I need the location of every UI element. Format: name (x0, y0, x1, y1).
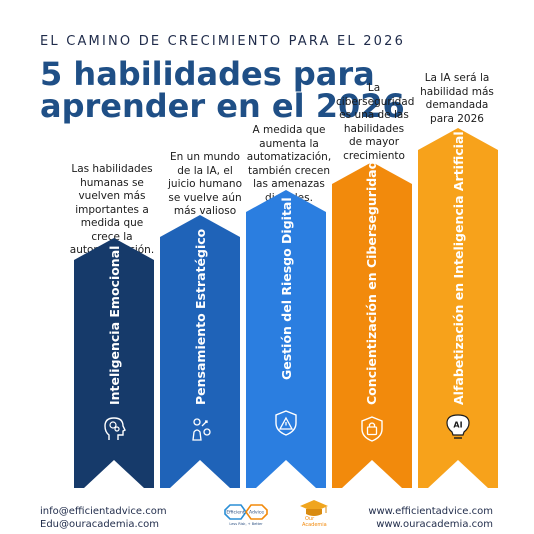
skill-3-label: Gestión del Riesgo Digital (279, 197, 294, 380)
logo1-tagline: Less Risk, + Better (229, 522, 263, 526)
skill-bar-ai-literacy (418, 128, 498, 488)
skill-2-label: Pensamiento Estratégico (193, 228, 208, 405)
our-academia-logo: Our Academia (300, 500, 328, 528)
page-title: 5 habilidades para aprender en el 2026 (40, 58, 405, 122)
title-line-1: 5 habilidades para (40, 55, 375, 93)
footer-contact-emails: info@efficientadvice.com Edu@ouracademia… (40, 505, 167, 531)
logo1-right-text: Advice (249, 510, 264, 516)
footer-websites: www.efficientadvice.com www.ouracademia.… (368, 505, 493, 531)
skill-4-label: Concientización en Ciberseguridad (364, 160, 379, 405)
email-our-academia[interactable]: Edu@ouracademia.com (40, 519, 160, 530)
efficient-advice-logo: Efficient Advice Less Risk, + Better (224, 504, 268, 526)
skill-bar-emotional-intelligence (74, 238, 154, 488)
skill-1-label: Inteligencia Emocional (107, 245, 122, 405)
site-efficient-advice[interactable]: www.efficientadvice.com (368, 506, 493, 517)
skill-5-description: La IA será la habilidad más demandada pa… (420, 72, 494, 125)
skill-5-label: Alfabetización en Inteligencia Artificia… (451, 131, 466, 405)
skill-bar-strategic-thinking (160, 215, 240, 488)
head-gears-icon (104, 417, 126, 440)
skill-bar-cybersecurity (332, 162, 412, 488)
email-efficient-advice[interactable]: info@efficientadvice.com (40, 506, 167, 517)
skill-bar-digital-risk (246, 190, 326, 488)
logo1-left-text: Efficient (226, 510, 245, 516)
site-our-academia[interactable]: www.ouracademia.com (376, 519, 493, 530)
chess-strategy-icon (192, 418, 211, 441)
ai-lightbulb-icon: AI (446, 414, 470, 439)
shield-warning-icon (275, 410, 297, 436)
skill-4-description: La ciberseguridad es una de las habilida… (336, 82, 415, 162)
title-line-2: aprender en el 2026 (40, 87, 405, 125)
eyebrow-text: EL CAMINO DE CRECIMIENTO PARA EL 2026 (40, 34, 406, 49)
lock-shield-icon (361, 416, 383, 442)
logo2-bottom-text: Academia (302, 522, 327, 528)
skill-2-description: En un mundo de la IA, el juicio humano s… (168, 151, 242, 217)
svg-text:AI: AI (453, 421, 462, 430)
logo2-top-text: Our (305, 516, 315, 522)
